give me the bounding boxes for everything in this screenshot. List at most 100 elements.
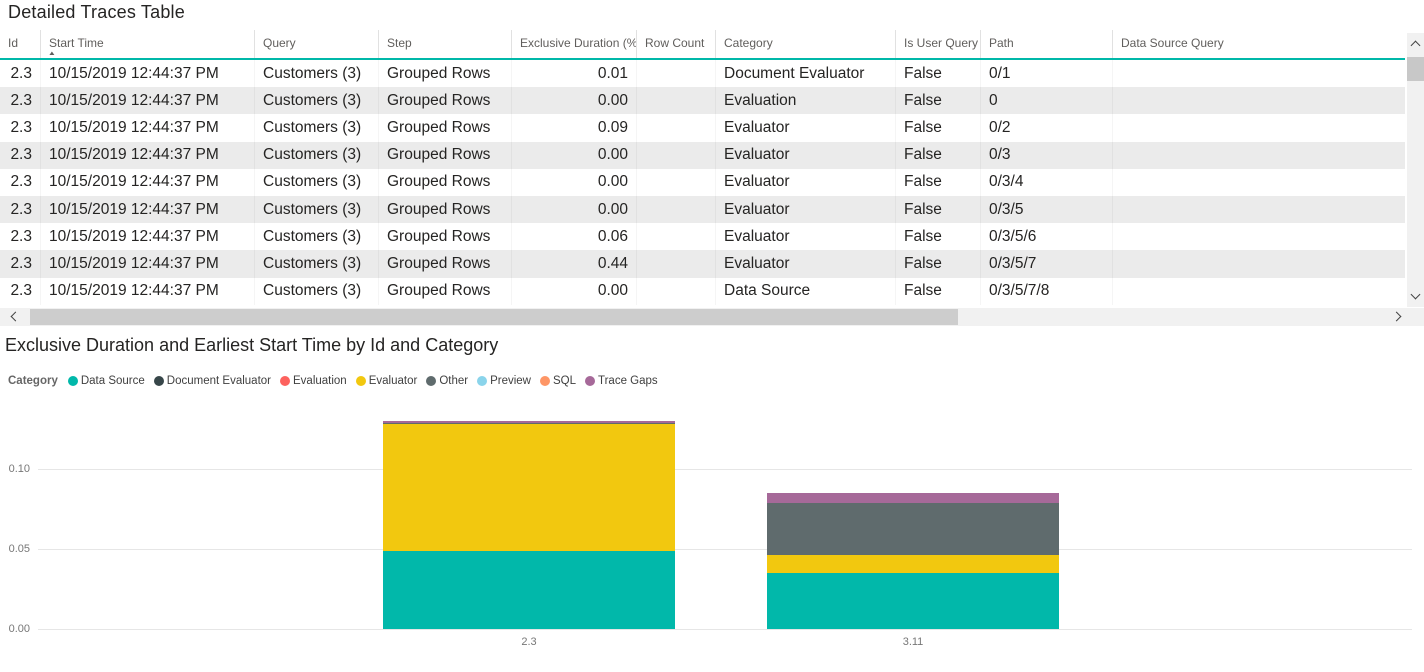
table-cell: Grouped Rows [379, 141, 512, 169]
x-axis-tick-label: 3.11 [902, 636, 924, 648]
table-cell: 10/15/2019 12:44:37 PM [41, 223, 255, 251]
chevron-down-icon[interactable] [1410, 289, 1421, 300]
table-row[interactable]: 2.3 10/15/2019 12:44:37 PM Customers (3) Gr… [0, 195, 1405, 224]
column-header-row-count[interactable]: Row Count [637, 30, 716, 58]
column-header-label: Exclusive Duration (%) [520, 36, 637, 50]
gridline [38, 549, 1412, 550]
table-cell: Customers (3) [255, 168, 379, 196]
table-row[interactable]: 2.3 10/15/2019 12:44:37 PM Customers (3) Gr… [0, 141, 1405, 169]
bar-segment-trace-gaps[interactable] [383, 421, 675, 423]
column-header-path[interactable]: Path [981, 30, 1113, 58]
table-cell: 0/3/4 [981, 168, 1113, 196]
table-cell: 0.09 [512, 114, 637, 142]
table-cell: False [896, 277, 981, 305]
legend-item-label: SQL [552, 375, 576, 387]
table-row[interactable]: 2.3 10/15/2019 12:44:37 PM Customers (3) Gr… [0, 223, 1405, 251]
legend-color-dot [477, 376, 488, 386]
chevron-right-icon[interactable] [1391, 311, 1402, 322]
table-cell: 0/3/5/7 [981, 250, 1113, 278]
legend-color-dot [153, 376, 164, 386]
legend-item-preview[interactable]: Preview [477, 375, 531, 387]
table-cell: 0.01 [512, 60, 637, 88]
column-header-exclusive-duration[interactable]: Exclusive Duration (%) [512, 30, 637, 58]
bar-segment-other[interactable] [383, 422, 675, 425]
table-cell: Evaluator [716, 223, 896, 251]
bar-segment-trace-gaps[interactable] [767, 493, 1059, 503]
bar-segment-data-source[interactable] [383, 550, 675, 629]
table-cell: 0.00 [512, 277, 637, 305]
column-header-category[interactable]: Category [716, 30, 896, 58]
column-header-label: Step [387, 36, 412, 50]
column-header-label: Path [989, 36, 1014, 50]
table-cell: Customers (3) [255, 87, 379, 115]
column-header-is-user-query[interactable]: Is User Query [896, 30, 981, 58]
table-header-row: Id Start Time ▲ Query Step Exclusive Duration… [0, 30, 1405, 60]
bar-segment-evaluator[interactable] [383, 424, 675, 551]
table-cell: 0 [981, 87, 1113, 115]
bar-segment-data-source[interactable] [767, 573, 1059, 629]
table-cell: 2.3 [0, 195, 41, 224]
legend-item-data-source[interactable]: Data Source [67, 375, 145, 387]
y-axis-tick-label: 0.05 [8, 543, 30, 555]
horizontal-scrollbar-thumb[interactable] [30, 309, 958, 325]
table-cell [1113, 87, 1405, 114]
table-cell: False [896, 168, 981, 196]
bar-segment-other[interactable] [767, 502, 1059, 556]
table-row[interactable]: 2.3 10/15/2019 12:44:37 PM Customers (3) Gr… [0, 277, 1405, 305]
legend-item-label: Preview [490, 375, 531, 387]
table-cell [637, 223, 716, 251]
legend-item-label: Evaluator [368, 375, 418, 387]
table-row[interactable]: 2.3 10/15/2019 12:44:37 PM Customers (3) Gr… [0, 87, 1405, 115]
table-cell: 0.06 [512, 223, 637, 251]
table-cell: Customers (3) [255, 60, 379, 88]
table-cell: 2.3 [0, 60, 41, 88]
legend-item-other[interactable]: Other [426, 375, 468, 387]
table-row[interactable]: 2.3 10/15/2019 12:44:37 PM Customers (3) Gr… [0, 250, 1405, 278]
legend-item-label: Data Source [80, 375, 145, 387]
table-cell: 2.3 [0, 277, 41, 305]
table-cell [637, 277, 716, 305]
column-header-label: Is User Query [904, 36, 979, 50]
table-cell: 2.3 [0, 223, 41, 251]
table-cell: Grouped Rows [379, 277, 512, 305]
legend-item-document-evaluator[interactable]: Document Evaluator [153, 375, 271, 387]
legend-item-evaluator[interactable]: Evaluator [355, 375, 418, 387]
detailed-traces-table-visual: Detailed Traces Table Id Start Time ▲ Query… [0, 0, 1424, 330]
column-header-data-source-query[interactable]: Data Source Query [1113, 30, 1405, 58]
legend-item-sql[interactable]: SQL [539, 375, 576, 387]
table-cell [1113, 196, 1405, 223]
table-cell [637, 60, 716, 88]
table-cell [1113, 169, 1405, 196]
table-cell [637, 250, 716, 278]
stacked-bar-3-11[interactable] [767, 493, 1059, 629]
column-header-query[interactable]: Query [255, 30, 379, 58]
legend-item-trace-gaps[interactable]: Trace Gaps [585, 375, 658, 387]
column-header-start-time[interactable]: Start Time ▲ [41, 30, 255, 58]
legend-color-dot [426, 376, 437, 386]
stacked-bar-2-3[interactable] [383, 421, 675, 629]
column-header-step[interactable]: Step [379, 30, 512, 58]
column-header-label: Start Time [49, 36, 104, 50]
table-row[interactable]: 2.3 10/15/2019 12:44:37 PM Customers (3) Gr… [0, 60, 1405, 88]
table-row[interactable]: 2.3 10/15/2019 12:44:37 PM Customers (3) Gr… [0, 114, 1405, 142]
table-cell: Grouped Rows [379, 250, 512, 278]
table-cell [637, 114, 716, 142]
gridline [38, 629, 1412, 630]
column-header-id[interactable]: Id [0, 30, 41, 58]
vertical-scrollbar-thumb[interactable] [1407, 57, 1424, 81]
legend-color-dot [280, 376, 290, 386]
table-cell: 10/15/2019 12:44:37 PM [41, 250, 255, 278]
table-cell: Customers (3) [255, 250, 379, 278]
legend-item-evaluation[interactable]: Evaluation [280, 375, 347, 387]
chevron-left-icon[interactable] [10, 311, 21, 322]
table-cell: False [896, 250, 981, 278]
legend-item-label: Evaluation [293, 375, 347, 387]
table-title: Detailed Traces Table [8, 2, 185, 22]
bar-segment-evaluator[interactable] [767, 555, 1059, 573]
horizontal-scrollbar[interactable] [0, 308, 1424, 326]
legend-item-label: Trace Gaps [598, 375, 658, 387]
vertical-scrollbar[interactable] [1407, 33, 1424, 307]
table-row[interactable]: 2.3 10/15/2019 12:44:37 PM Customers (3) Gr… [0, 168, 1405, 196]
table-cell: Customers (3) [255, 223, 379, 251]
chevron-up-icon[interactable] [1410, 40, 1421, 51]
